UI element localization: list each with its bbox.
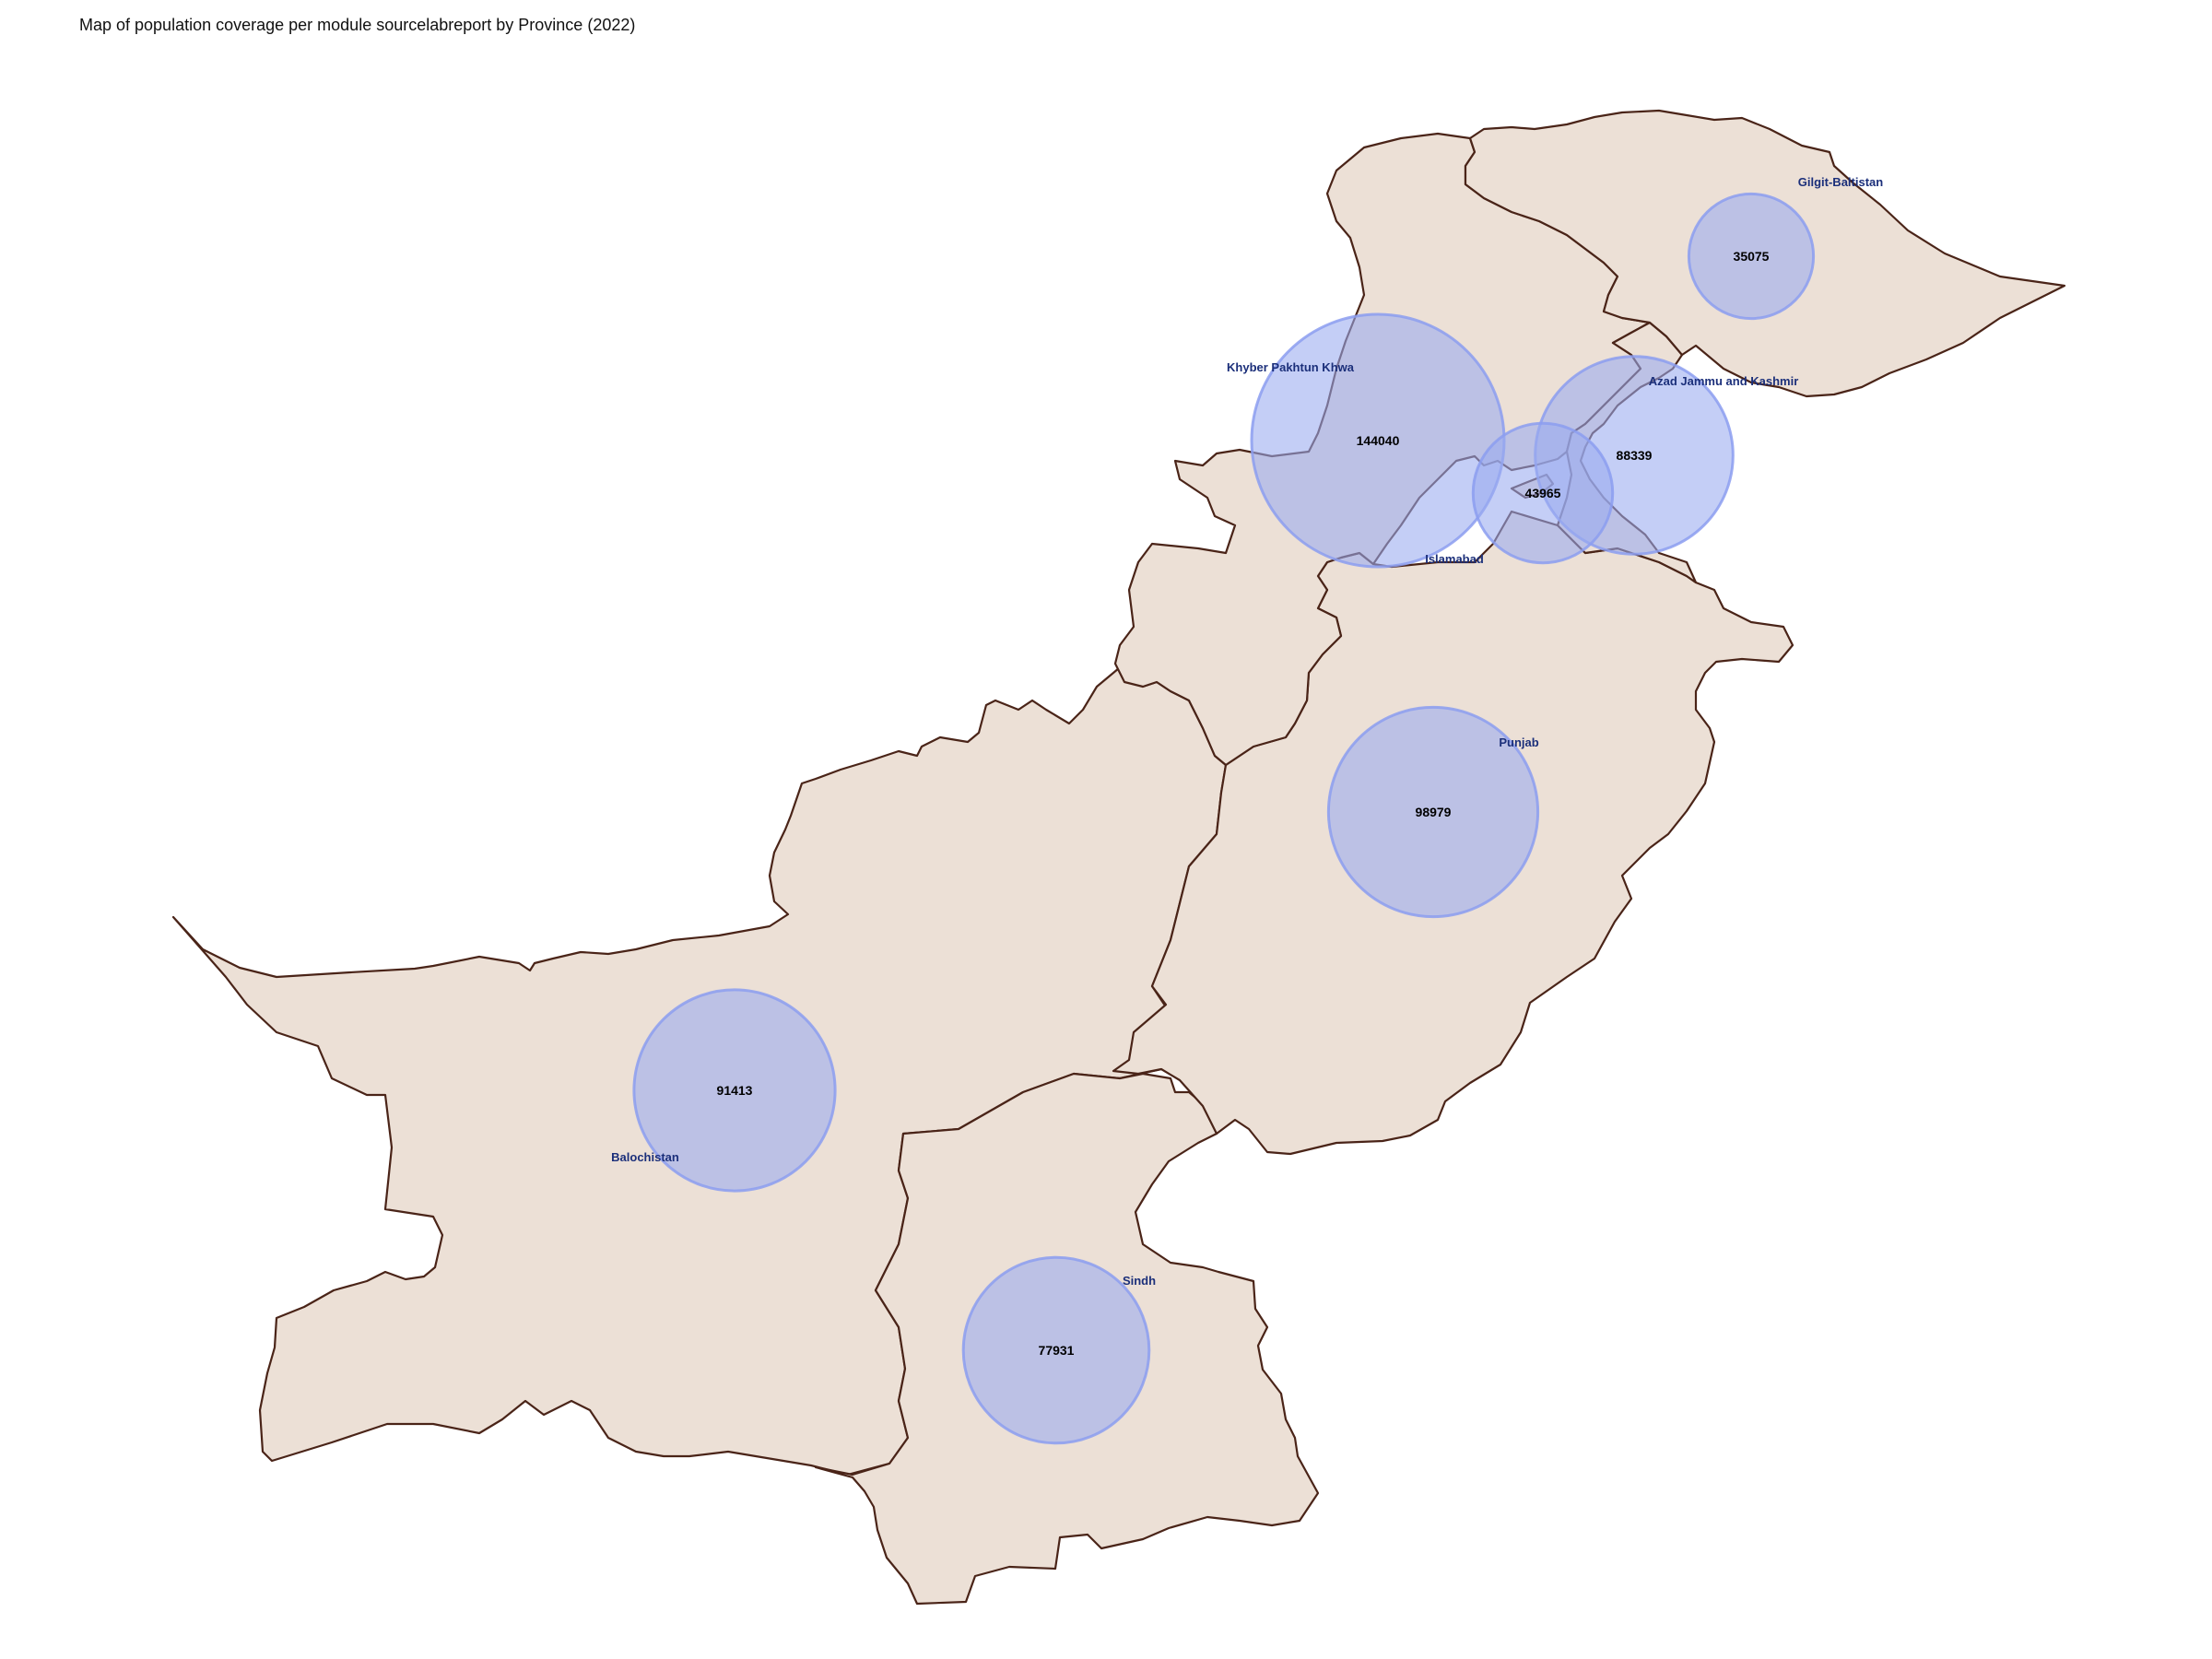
province-label-khyber-pakhtun-khwa: Khyber Pakhtun Khwa [1227,360,1355,374]
bubble-balochistan[interactable] [632,988,837,1193]
value-label-khyber-pakhtun-khwa: 144040 [1357,433,1400,448]
bubble-layer [632,192,1816,1445]
value-label-islamabad: 43965 [1525,486,1561,500]
label-layer: Balochistan 91413 Sindh 77931 Punjab 98979 Khy… [611,175,1883,1358]
page-title: Map of population coverage per module so… [79,16,636,34]
value-label-balochistan: 91413 [717,1083,753,1098]
province-label-azad-jammu-and-kashmir: Azad Jammu and Kashmir [1649,374,1799,388]
value-label-punjab: 98979 [1416,805,1452,819]
province-label-gilgit-baltistan: Gilgit-Baltistan [1798,175,1884,189]
bubble-gilgit-baltistan[interactable] [1687,192,1816,321]
value-label-gilgit-baltistan: 35075 [1734,249,1770,264]
province-label-islamabad: Islamabad [1425,552,1484,566]
province-label-sindh: Sindh [1123,1274,1156,1288]
bubble-sindh[interactable] [961,1255,1151,1445]
value-label-sindh: 77931 [1039,1343,1075,1358]
province-label-punjab: Punjab [1499,735,1538,749]
bubble-punjab[interactable] [1326,705,1540,919]
bubble-islamabad[interactable] [1471,421,1615,565]
province-label-balochistan: Balochistan [611,1150,679,1164]
value-label-azad-jammu-and-kashmir: 88339 [1617,448,1653,463]
